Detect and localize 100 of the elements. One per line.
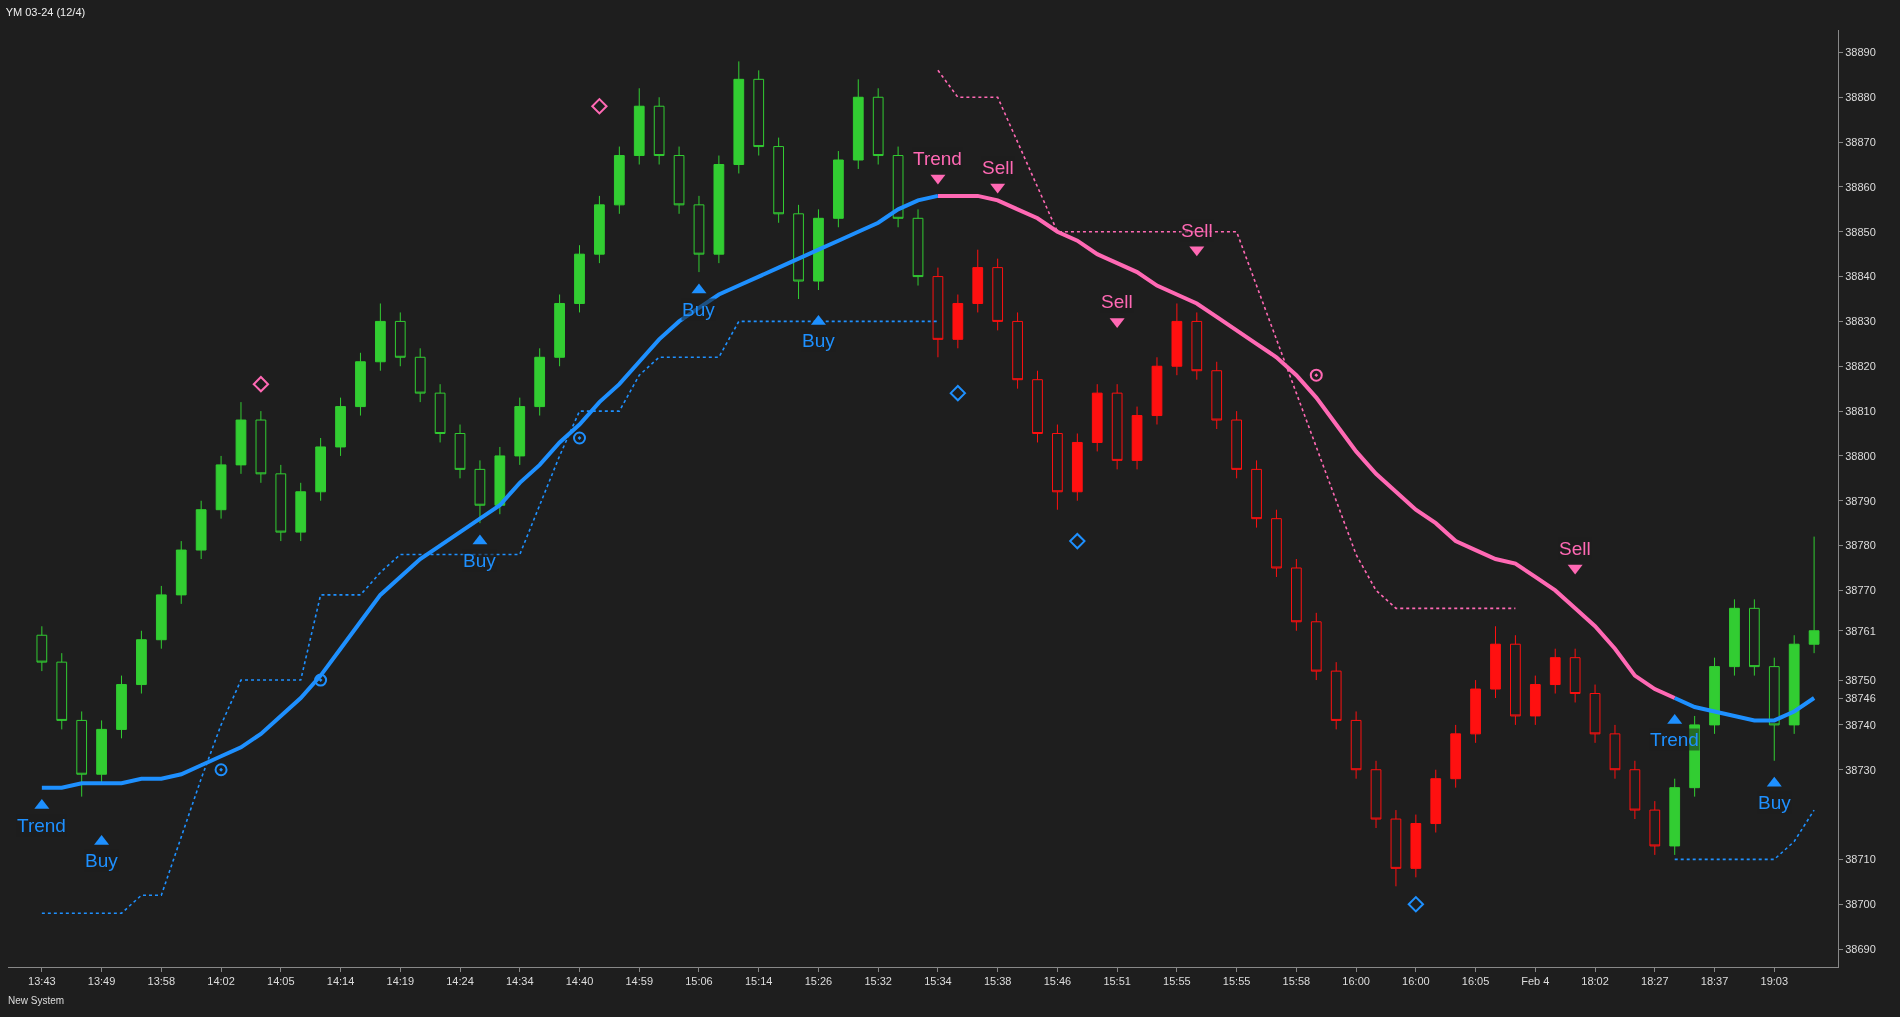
candlestick — [813, 208, 824, 291]
data-label: Buy — [1758, 792, 1792, 813]
x-tick-label: 15:38 — [983, 975, 1012, 988]
candlestick — [355, 352, 366, 417]
x-tick-label: 14:14 — [326, 975, 355, 988]
candlestick — [275, 464, 287, 542]
candlestick — [1330, 661, 1342, 730]
candlestick — [1171, 302, 1183, 376]
data-label: Sell — [982, 157, 1014, 178]
candlestick — [414, 347, 426, 403]
candlestick — [992, 258, 1004, 331]
x-tick-label: 15:32 — [864, 975, 892, 988]
y-tick-label: 38860 — [1845, 180, 1876, 193]
x-tick-label: 18:27 — [1641, 975, 1669, 988]
candlestick — [215, 455, 227, 520]
candlestick — [315, 437, 327, 502]
candlestick — [394, 311, 406, 367]
candlestick — [832, 150, 844, 228]
y-tick-label: 38761 — [1845, 624, 1876, 637]
candlestick — [374, 302, 386, 372]
y-tick-label: 38730 — [1845, 763, 1876, 776]
candlestick — [1410, 814, 1422, 878]
x-tick-label: 15:58 — [1282, 975, 1311, 988]
y-tick-label: 38790 — [1845, 494, 1876, 507]
candlestick — [1808, 536, 1820, 654]
y-tick-label: 38746 — [1845, 691, 1876, 704]
candlestick — [1111, 383, 1123, 470]
y-tick-label: 38850 — [1845, 225, 1876, 238]
candlestick — [673, 146, 685, 215]
candlestick — [136, 630, 147, 695]
y-tick-label: 38770 — [1845, 584, 1876, 597]
x-tick-label: 13:49 — [87, 975, 116, 988]
candlestick — [554, 294, 565, 367]
y-tick-label: 38780 — [1845, 539, 1876, 552]
y-tick-label: 38820 — [1845, 360, 1876, 373]
x-tick-label: 19:03 — [1760, 975, 1789, 988]
point — [591, 98, 608, 115]
candlestick — [1271, 509, 1282, 578]
data-label: Trend — [17, 815, 66, 836]
y-tick-label: 38800 — [1845, 449, 1876, 462]
candlestick — [1669, 778, 1681, 856]
point — [1407, 896, 1424, 913]
point — [214, 763, 228, 777]
candlestick — [1012, 311, 1023, 390]
x-tick-label: 18:02 — [1581, 975, 1609, 988]
candlestick — [1231, 410, 1243, 479]
data-label: Sell — [1181, 220, 1213, 241]
candlestick — [733, 60, 745, 174]
x-tick-label: 14:59 — [625, 975, 654, 988]
candlestick — [574, 244, 585, 313]
candlestick — [1450, 724, 1462, 789]
candlestick — [1649, 800, 1661, 856]
candlestick — [952, 294, 964, 349]
candlestick — [633, 87, 645, 165]
x-tick-label: 18:37 — [1700, 975, 1729, 988]
candlestick — [1310, 612, 1322, 681]
candlestick — [1052, 424, 1063, 511]
x-tick-label: 14:05 — [267, 975, 295, 988]
candlestick — [1470, 679, 1481, 744]
candlestick — [1549, 648, 1561, 695]
candlestick — [36, 625, 48, 672]
y-tick-label: 38840 — [1845, 270, 1876, 283]
x-tick-label: 14:34 — [505, 975, 534, 988]
candlestick — [1788, 634, 1800, 735]
point — [949, 384, 966, 402]
candlestick — [155, 585, 167, 650]
x-tick-label: 15:51 — [1103, 975, 1131, 988]
candlestick — [1529, 675, 1541, 726]
x-tick-label: 15:14 — [744, 975, 773, 988]
candlestick — [116, 675, 127, 739]
candlestick — [1071, 432, 1083, 502]
y-tick-label: 38700 — [1845, 898, 1876, 911]
candlestick — [494, 446, 506, 515]
candlestick — [175, 540, 187, 605]
candlestick — [613, 146, 625, 215]
x-tick-label: 14:02 — [207, 975, 235, 988]
candlestick — [514, 397, 526, 466]
y-tick-label: 38890 — [1845, 46, 1876, 59]
y-tick-label: 38750 — [1845, 673, 1876, 686]
y-tick-label: 38740 — [1845, 718, 1876, 731]
candlestick — [76, 710, 88, 798]
x-tick-label: 15:34 — [924, 975, 952, 988]
candlestick — [454, 424, 466, 479]
candlestick — [1290, 558, 1302, 632]
candlestick — [1032, 370, 1043, 443]
x-tick-label: 14:24 — [446, 975, 474, 988]
x-tick-label: Feb 4 — [1521, 975, 1550, 988]
y-tick-label: 38830 — [1845, 315, 1876, 328]
candlestick — [713, 155, 725, 264]
candlestick — [1629, 760, 1641, 820]
x-tick-label: 16:00 — [1402, 975, 1430, 988]
y-tick-label: 38690 — [1845, 942, 1876, 955]
candlestick — [1091, 383, 1103, 452]
data-label: Sell — [1559, 538, 1591, 559]
candlestick — [1510, 634, 1521, 726]
candlestick — [1609, 724, 1621, 780]
y-tick-label: 38870 — [1845, 135, 1876, 148]
candlestick — [793, 204, 804, 300]
point — [1309, 368, 1323, 382]
data-label: Trend — [913, 148, 962, 169]
